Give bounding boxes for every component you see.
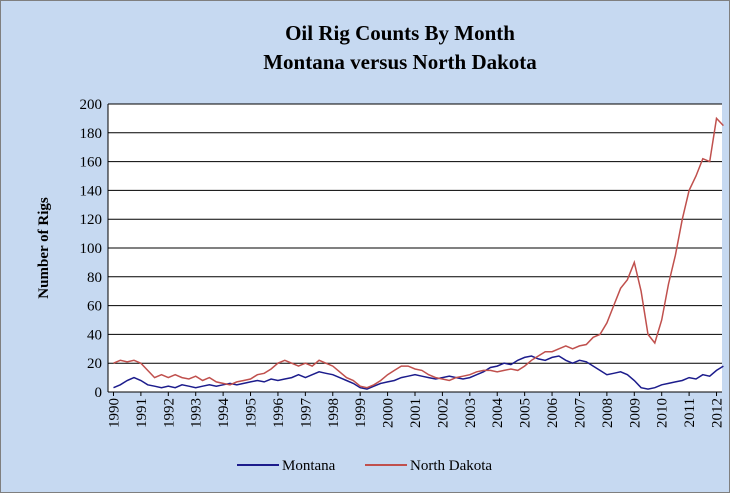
x-tick-label: 1994 [216, 398, 232, 429]
legend-label: Montana [282, 458, 336, 474]
x-tick-label: 2006 [545, 398, 561, 429]
x-tick-label: 1996 [271, 398, 287, 429]
data-line [113, 355, 724, 390]
legend-label: North Dakota [410, 458, 492, 474]
x-tick-label: 2007 [572, 398, 588, 429]
x-tick-label: 2008 [600, 398, 616, 428]
x-tick-label: 2010 [655, 398, 671, 428]
chart-title: Oil Rig Counts By Month [285, 21, 515, 45]
x-tick-label: 2005 [518, 398, 534, 428]
y-tick-label: 20 [87, 356, 102, 372]
y-tick-label: 100 [80, 241, 103, 257]
y-tick-label: 60 [87, 299, 102, 315]
x-tick-label: 1993 [189, 398, 205, 428]
y-axis-label: Number of Rigs [36, 197, 52, 299]
y-tick-label: 0 [95, 385, 103, 401]
y-tick-label: 40 [87, 327, 102, 343]
x-tick-label: 2011 [682, 398, 698, 427]
x-tick-label: 1992 [161, 398, 177, 428]
x-tick-label: 2002 [435, 398, 451, 428]
x-tick-label: 1998 [326, 398, 342, 428]
x-tick-label: 1991 [134, 398, 150, 428]
x-tick-label: 1995 [244, 398, 260, 428]
y-tick-label: 120 [80, 212, 103, 228]
x-tick-label: 2009 [627, 398, 643, 428]
y-tick-label: 200 [80, 97, 103, 113]
x-tick-label: 2000 [381, 398, 397, 428]
x-tick-label: 1997 [298, 398, 314, 429]
y-tick-label: 160 [80, 155, 103, 171]
chart-subtitle: Montana versus North Dakota [263, 50, 537, 74]
x-tick-label: 2003 [463, 398, 479, 428]
x-tick-label: 1990 [106, 398, 122, 428]
x-tick-label: 2012 [710, 398, 726, 428]
y-tick-label: 80 [87, 270, 102, 286]
y-tick-label: 140 [80, 183, 103, 199]
data-line [113, 116, 724, 389]
x-tick-label: 2001 [408, 398, 424, 428]
x-tick-label: 2004 [490, 398, 506, 429]
y-tick-label: 180 [80, 126, 103, 142]
x-tick-label: 1999 [353, 398, 369, 428]
